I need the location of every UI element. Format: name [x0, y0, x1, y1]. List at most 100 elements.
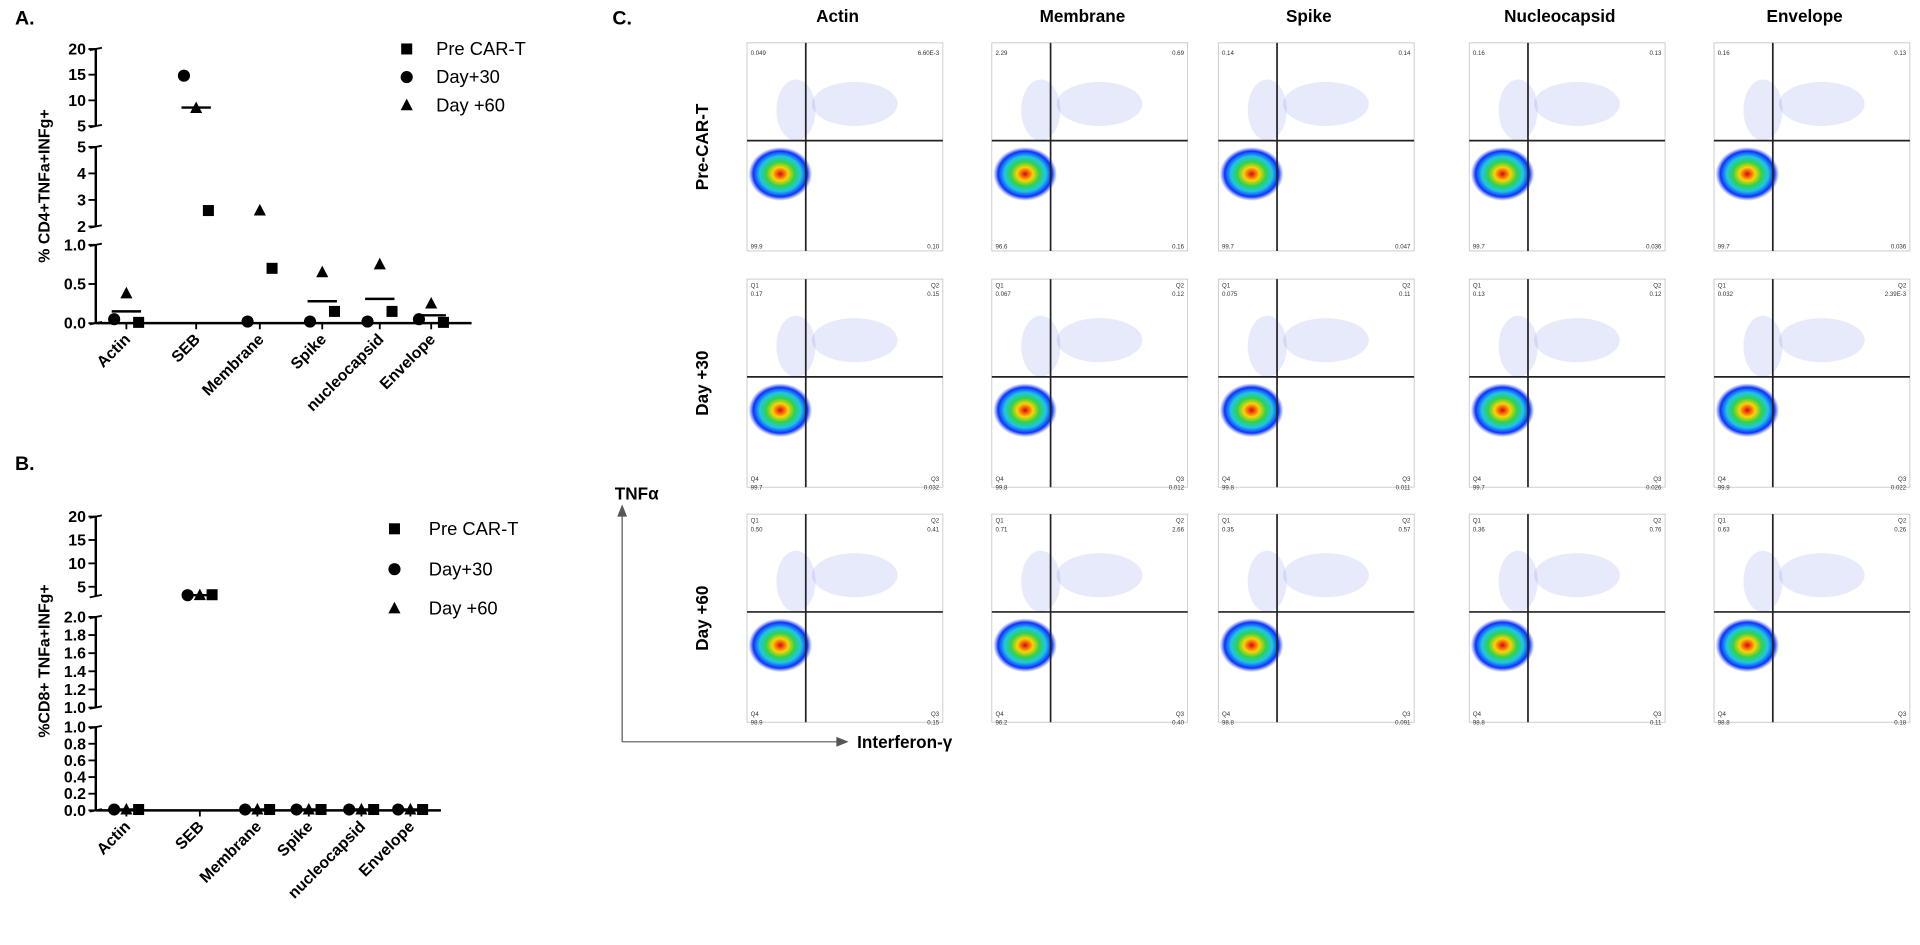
- gate-value: 0.036: [1646, 243, 1662, 250]
- y-tick-label: 0.6: [64, 753, 86, 770]
- gate-value: 99.7: [1473, 485, 1485, 492]
- marker-circle: [241, 315, 254, 328]
- gate-value: 0.026: [1646, 485, 1662, 492]
- gate-name: Q3: [1402, 476, 1411, 483]
- gate-value: 0.11: [1650, 720, 1662, 727]
- dot-cloud: [1021, 550, 1143, 612]
- gate-value: 6.60E-3: [918, 50, 940, 57]
- marker-square: [401, 43, 413, 55]
- gate-value: 0.57: [1399, 526, 1411, 533]
- gate-value: 0.12: [1172, 291, 1184, 298]
- gate-value: 0.50: [751, 526, 763, 533]
- y-tick-label: 5: [77, 139, 86, 156]
- gate-value: 0.13: [1649, 50, 1661, 57]
- density-haze: [1498, 550, 1538, 612]
- gate-name: Q4: [1222, 711, 1231, 718]
- dot-cloud: [1498, 315, 1620, 377]
- density-haze: [811, 318, 898, 363]
- gate-value: 99.7: [1718, 243, 1730, 250]
- y-tick-label: 0.4: [64, 770, 86, 787]
- marker-circle: [181, 589, 194, 602]
- marker-triangle: [302, 802, 315, 815]
- marker-circle: [108, 803, 121, 816]
- gate-value: 0.032: [1718, 291, 1734, 298]
- x-tick-label: SEB: [172, 818, 207, 853]
- gate-name: Q3: [931, 476, 940, 483]
- gate-value: 0.075: [1222, 291, 1238, 298]
- x-tick-label: SEB: [169, 331, 204, 366]
- y-tick-label: 0.8: [64, 736, 86, 753]
- gate-name: Q2: [1898, 518, 1907, 525]
- gate-value: 0.10: [927, 243, 939, 250]
- gate-value: 99.7: [1473, 243, 1485, 250]
- gate-name: Q1: [1718, 283, 1727, 290]
- y-tick-label: 4: [77, 166, 86, 183]
- gate-value: 0.16: [1473, 50, 1485, 57]
- dot-cloud: [1498, 79, 1620, 141]
- marker-circle: [108, 313, 121, 326]
- density-haze: [776, 550, 816, 612]
- density-blob: [748, 383, 813, 438]
- y-tick-label: 1.0: [64, 700, 86, 717]
- marker-circle: [412, 313, 426, 326]
- gate-name: Q2: [1402, 283, 1411, 290]
- row-label: Pre-CAR-T: [692, 103, 712, 190]
- gate-value: 0.16: [1172, 243, 1184, 250]
- gate-value: 0.049: [751, 50, 767, 57]
- gate-name: Q4: [1222, 476, 1231, 483]
- marker-square: [368, 804, 380, 816]
- y-tick-label: 1.4: [64, 664, 86, 681]
- gate-value: 0.76: [1649, 526, 1661, 533]
- gate-name: Q1: [1473, 283, 1482, 290]
- marker-triangle: [193, 588, 206, 601]
- gate-name: Q4: [751, 711, 760, 718]
- gate-name: Q1: [1222, 518, 1231, 525]
- legend-label: Day +60: [429, 597, 498, 618]
- marker-triangle: [400, 98, 413, 111]
- density-blob: [1219, 383, 1284, 438]
- gate-value: 0.11: [1399, 291, 1411, 298]
- gate-value: 99.8: [1222, 485, 1234, 492]
- marker-square: [266, 262, 278, 274]
- x-axis-label: Interferon-γ: [857, 732, 953, 752]
- density-haze: [1743, 315, 1783, 377]
- plot-frame: [1468, 278, 1666, 488]
- density-haze: [1778, 553, 1865, 598]
- y-axis-label: %CD8+ TNFa+INFg+: [36, 584, 53, 737]
- gate-value: 0.63: [1718, 526, 1730, 533]
- gate-value: 99.7: [751, 485, 763, 492]
- y-tick-label: 1.8: [64, 628, 86, 645]
- panel-label: A.: [15, 7, 35, 29]
- gate-value: 0.13: [1894, 50, 1906, 57]
- gate-value: 98.8: [1473, 720, 1485, 727]
- plot-frame: [1468, 42, 1666, 252]
- gate-name: Q2: [931, 283, 940, 290]
- panel-label: B.: [15, 453, 35, 475]
- y-tick-label: 20: [68, 41, 86, 58]
- marker-circle: [388, 563, 401, 576]
- gate-value: 99.9: [1718, 485, 1730, 492]
- gate-value: 2.29: [995, 50, 1007, 57]
- gate-name: Q3: [1653, 711, 1662, 718]
- gate-name: Q4: [1473, 476, 1482, 483]
- gate-name: Q3: [1653, 476, 1662, 483]
- y-axis-label: % CD4+TNFa+INFg+: [36, 109, 53, 262]
- density-haze: [1778, 318, 1865, 363]
- marker-square: [264, 804, 276, 816]
- density-haze: [1534, 81, 1620, 126]
- marker-triangle: [253, 203, 266, 216]
- panel-label: C.: [612, 7, 632, 29]
- density-haze: [1743, 550, 1783, 612]
- gate-name: Q3: [1898, 711, 1907, 718]
- gate-value: 0.35: [1222, 526, 1234, 533]
- gate-value: 0.047: [1395, 243, 1411, 250]
- y-tick-label: 10: [68, 93, 86, 110]
- density-haze: [1056, 553, 1143, 598]
- marker-triangle: [373, 257, 386, 270]
- y-tick-label: 1.0: [64, 720, 86, 737]
- density-haze: [1247, 550, 1287, 612]
- gate-name: Q4: [751, 476, 760, 483]
- marker-circle: [239, 803, 252, 816]
- gate-name: Q1: [1473, 518, 1482, 525]
- marker-circle: [303, 315, 317, 328]
